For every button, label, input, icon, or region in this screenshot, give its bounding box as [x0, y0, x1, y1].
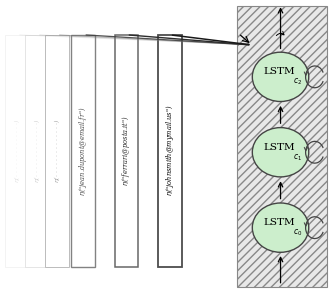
Text: $\eta$("johnsmith@mymail.us"): $\eta$("johnsmith@mymail.us")	[164, 105, 176, 197]
Text: $\eta$("ferrari@posta.it"): $\eta$("ferrari@posta.it")	[121, 115, 132, 186]
Text: $c_0$: $c_0$	[293, 228, 302, 238]
Circle shape	[252, 52, 309, 102]
Text: $\eta$(· · · · · · · · · · · · · ·): $\eta$(· · · · · · · · · · · · · ·)	[52, 119, 62, 183]
Bar	[5, 35, 29, 267]
Text: $c_1$: $c_1$	[293, 152, 302, 163]
Text: $\eta$(· · · · · · · · · · · · · ·): $\eta$(· · · · · · · · · · · · · ·)	[32, 119, 42, 183]
Bar	[115, 35, 138, 267]
Text: $\eta$("jean.dupont@email.fr"): $\eta$("jean.dupont@email.fr")	[77, 106, 89, 196]
Text: LSTM: LSTM	[263, 142, 295, 152]
Bar	[237, 6, 327, 287]
Bar	[158, 35, 182, 267]
Text: LSTM: LSTM	[263, 218, 295, 227]
Circle shape	[252, 203, 309, 252]
Bar	[71, 35, 95, 267]
Text: $\eta$(· · · · · · · · · · · · · ·): $\eta$(· · · · · · · · · · · · · ·)	[12, 119, 22, 183]
Bar	[25, 35, 49, 267]
Text: LSTM: LSTM	[263, 67, 295, 76]
Text: $c_2$: $c_2$	[293, 77, 302, 87]
Bar	[45, 35, 69, 267]
Circle shape	[252, 128, 309, 177]
